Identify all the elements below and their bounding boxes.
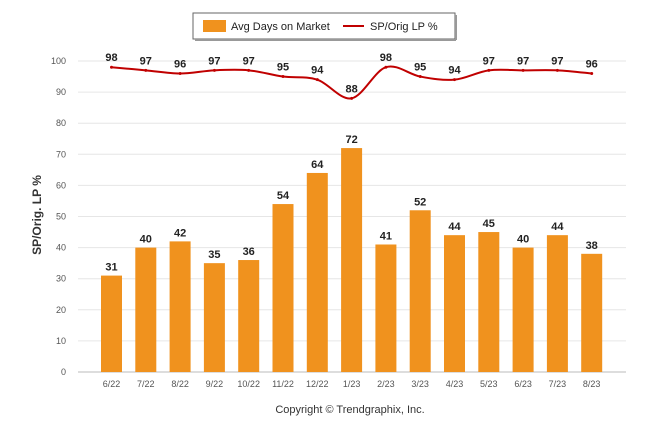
- line-data-label: 98: [380, 52, 392, 64]
- legend: Avg Days on Market SP/Orig LP %: [192, 12, 457, 41]
- line-data-label: 97: [517, 55, 529, 67]
- bar: [238, 260, 260, 372]
- line-point: [247, 68, 251, 72]
- line-data-label: 94: [311, 65, 324, 77]
- bar-data-label: 52: [414, 196, 426, 208]
- copyright: Copyright © Trendgraphix, Inc.: [275, 404, 424, 416]
- x-tick-label: 10/22: [237, 379, 260, 389]
- x-tick-label: 6/23: [514, 379, 532, 389]
- bar: [272, 204, 294, 372]
- y-tick-label: 60: [56, 180, 66, 190]
- line-point: [521, 68, 525, 72]
- bar: [581, 253, 603, 372]
- bar: [375, 244, 397, 372]
- bar: [306, 172, 328, 372]
- line-data-label: 98: [105, 52, 117, 64]
- x-tick-label: 11/22: [272, 379, 294, 389]
- line-point: [315, 78, 319, 82]
- x-tick-label: 4/23: [446, 379, 464, 389]
- line-data-label: 88: [345, 83, 357, 95]
- y-axis: 0 10 20 30 40 50 60 70 80 90 100: [51, 56, 66, 377]
- line-series: 98 97 96 97 97 95 94 88 98 95 94 97 97 97 96: [105, 52, 598, 100]
- x-tick-label: 9/22: [206, 379, 224, 389]
- y-axis-title: SP/Orig. LP %: [30, 175, 44, 255]
- line-point: [144, 68, 148, 72]
- bar-data-label: 72: [345, 134, 357, 146]
- line-data-label: 97: [551, 55, 563, 67]
- bar: [341, 148, 363, 372]
- x-tick-label: 7/23: [549, 379, 567, 389]
- y-tick-label: 90: [56, 87, 66, 97]
- x-tick-label: 1/23: [343, 379, 361, 389]
- bar-data-label: 64: [311, 159, 324, 171]
- bar: [409, 210, 431, 372]
- x-tick-label: 6/22: [103, 379, 121, 389]
- line-data-label: 95: [414, 62, 426, 74]
- line-point: [350, 96, 354, 100]
- y-tick-label: 20: [56, 305, 66, 315]
- line-point: [555, 68, 559, 72]
- bar-data-label: 45: [483, 218, 495, 230]
- legend-label-bar: Avg Days on Market: [231, 21, 330, 33]
- bar-data-label: 54: [277, 190, 290, 202]
- line-point: [487, 68, 491, 72]
- bar: [444, 235, 465, 372]
- y-tick-label: 40: [56, 243, 66, 253]
- x-tick-label: 2/23: [377, 379, 395, 389]
- bar-data-label: 42: [174, 227, 186, 239]
- bar-data-label: 35: [208, 249, 220, 261]
- line-data-label: 95: [277, 62, 289, 74]
- bar: [169, 241, 191, 372]
- line-data-label: 94: [448, 65, 461, 77]
- bar-series: 31 40 42 35 36 54 64 72 41 52 44 45 40 44 38: [101, 134, 603, 372]
- y-tick-label: 0: [61, 367, 66, 377]
- bar: [478, 232, 500, 372]
- line-data-label: 97: [140, 55, 152, 67]
- bar-data-label: 41: [380, 230, 392, 242]
- bar-data-label: 40: [140, 234, 152, 246]
- y-tick-label: 30: [56, 274, 66, 284]
- x-tick-label: 8/23: [583, 379, 601, 389]
- bar: [546, 235, 568, 372]
- bar: [203, 263, 225, 372]
- x-tick-label: 12/22: [306, 379, 329, 389]
- x-tick-label: 3/23: [411, 379, 429, 389]
- line-point: [590, 71, 594, 75]
- y-tick-label: 80: [56, 118, 66, 128]
- bar-data-label: 40: [517, 234, 529, 246]
- line-point: [212, 68, 216, 72]
- bar-data-label: 44: [551, 221, 564, 233]
- line-data-label: 97: [208, 55, 220, 67]
- line-data-label: 97: [243, 55, 255, 67]
- line-point: [384, 65, 388, 69]
- x-axis: 6/22 7/22 8/22 9/22 10/22 11/22 12/22 1/23 2/23 3…: [103, 379, 601, 389]
- y-tick-label: 10: [56, 336, 66, 346]
- line-point: [418, 75, 422, 79]
- x-tick-label: 5/23: [480, 379, 498, 389]
- line-point: [178, 71, 182, 75]
- line-data-label: 96: [586, 58, 598, 70]
- legend-box: [192, 12, 456, 40]
- bar: [512, 247, 534, 372]
- x-tick-label: 7/22: [137, 379, 155, 389]
- bar-data-label: 38: [586, 240, 598, 252]
- bar: [135, 247, 157, 372]
- line-data-label: 96: [174, 58, 186, 70]
- legend-swatch-bar: [203, 20, 226, 32]
- y-tick-label: 70: [56, 149, 66, 159]
- line-point: [453, 78, 456, 82]
- bar-data-label: 36: [243, 246, 255, 258]
- bar-data-label: 44: [448, 221, 461, 233]
- y-tick-label: 50: [56, 212, 66, 222]
- y-tick-label: 100: [51, 56, 66, 66]
- x-tick-label: 8/22: [171, 379, 189, 389]
- legend-label-line: SP/Orig LP %: [370, 21, 438, 33]
- line-point: [281, 75, 285, 79]
- bar-data-label: 31: [105, 262, 117, 274]
- line-data-label: 97: [483, 55, 495, 67]
- bar: [101, 275, 122, 372]
- line-point: [110, 65, 113, 69]
